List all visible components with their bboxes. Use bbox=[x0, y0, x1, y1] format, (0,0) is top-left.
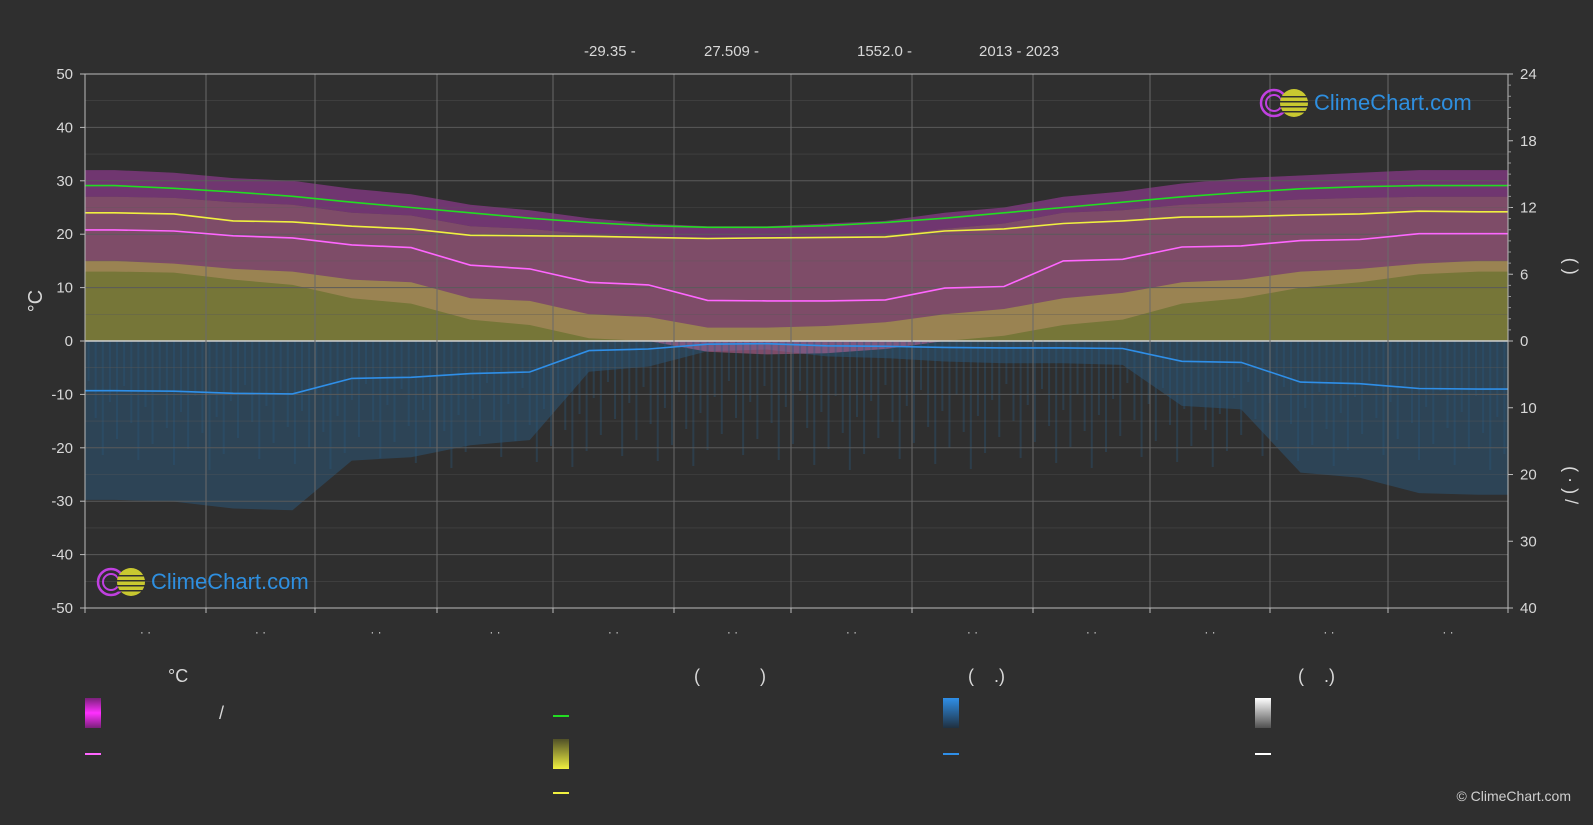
series-line-daylight bbox=[85, 184, 1508, 229]
y-tick-label: 10 bbox=[56, 280, 73, 297]
y-right-bottom-label: ( · ) / bbox=[1561, 466, 1581, 504]
legend-col4-header: ( .) bbox=[1298, 666, 1335, 686]
y-tick-label: -40 bbox=[51, 547, 73, 564]
logo-icon bbox=[1259, 88, 1308, 118]
y-right-tick-label: 6 bbox=[1520, 266, 1528, 283]
series-line-precip bbox=[85, 342, 1508, 395]
y-right-top-label: ( ) bbox=[1561, 258, 1581, 275]
series-line-avg_temp bbox=[85, 229, 1508, 302]
header-lon: 27.509 - bbox=[704, 43, 760, 60]
y-tick-label: -30 bbox=[51, 493, 73, 510]
x-tick-label: · · bbox=[1204, 625, 1215, 639]
logo-top-text: ClimeChart.com bbox=[1314, 90, 1472, 115]
temp-band bbox=[85, 196, 1508, 355]
x-tick-label: · · bbox=[608, 625, 619, 639]
x-tick-label: · · bbox=[255, 625, 266, 639]
logo-bottom-text: ClimeChart.com bbox=[151, 569, 309, 594]
y-right-tick-label: 24 bbox=[1520, 66, 1537, 83]
legend-daylight-line bbox=[553, 715, 569, 717]
x-tick-label: · · bbox=[727, 625, 738, 639]
y-tick-label: 0 bbox=[65, 333, 73, 350]
x-tick-label: · · bbox=[967, 625, 978, 639]
x-tick-label: · · bbox=[1086, 625, 1097, 639]
copyright: © ClimeChart.com bbox=[1456, 788, 1571, 804]
header-years: 2013 - 2023 bbox=[979, 43, 1060, 60]
y-right-tick-label: 0 bbox=[1520, 333, 1528, 350]
legend-col1-header: °C bbox=[168, 666, 189, 686]
grid-lines bbox=[84, 73, 1509, 609]
y-right-tick-label: 12 bbox=[1520, 200, 1537, 217]
y-tick-label: 50 bbox=[56, 66, 73, 83]
y-tick-label: 20 bbox=[56, 226, 73, 243]
legend-max-temp-swatch bbox=[85, 698, 101, 728]
max-temp-band bbox=[85, 170, 1508, 240]
precip-band bbox=[85, 341, 1508, 511]
sunshine-band bbox=[85, 260, 1508, 341]
legend-snow-swatch bbox=[1255, 698, 1271, 728]
y-tick-label: -20 bbox=[51, 440, 73, 457]
legend-precip-line bbox=[943, 753, 959, 755]
legend-precip-swatch bbox=[943, 698, 959, 728]
legend-sunshine-line bbox=[553, 792, 569, 794]
legend-snow-line bbox=[1255, 753, 1271, 755]
y-tick-label: 40 bbox=[56, 119, 73, 136]
x-tick-label: · · bbox=[370, 625, 381, 639]
y-axis-label: °C bbox=[25, 290, 47, 312]
data-bands bbox=[85, 170, 1508, 511]
legend-col1-row1: / bbox=[219, 703, 225, 723]
x-tick-label: · · bbox=[1323, 625, 1334, 639]
y-tick-label: -50 bbox=[51, 600, 73, 617]
y-tick-label: -10 bbox=[51, 386, 73, 403]
x-tick-label: · · bbox=[1442, 625, 1453, 639]
legend-avg-temp-line bbox=[85, 753, 101, 755]
x-tick-label: · · bbox=[489, 625, 500, 639]
header-elev: 1552.0 - bbox=[857, 43, 913, 60]
data-lines bbox=[85, 184, 1508, 395]
y-right-tick-label: 40 bbox=[1520, 600, 1537, 617]
y-tick-label: 30 bbox=[56, 173, 73, 190]
legend-col2-header: ( ) bbox=[694, 666, 766, 686]
x-tick-label: · · bbox=[846, 625, 857, 639]
y-right-tick-label: 10 bbox=[1520, 400, 1537, 417]
y-right-tick-label: 30 bbox=[1520, 533, 1537, 550]
y-right-tick-label: 18 bbox=[1520, 133, 1537, 150]
axes: 50 40 30 20 10 0 -10 -20 -30 -40 -50 24 18 12 6 0 10 20 30… bbox=[25, 66, 1581, 639]
legend-col3-header: ( .) bbox=[968, 666, 1005, 686]
series-line-sunshine bbox=[85, 210, 1508, 240]
legend-sunshine-swatch bbox=[553, 739, 569, 769]
x-tick-label: · · bbox=[140, 625, 151, 639]
header-lat: -29.35 - bbox=[584, 43, 636, 60]
y-right-tick-label: 20 bbox=[1520, 467, 1537, 484]
logo-icon bbox=[96, 567, 145, 597]
